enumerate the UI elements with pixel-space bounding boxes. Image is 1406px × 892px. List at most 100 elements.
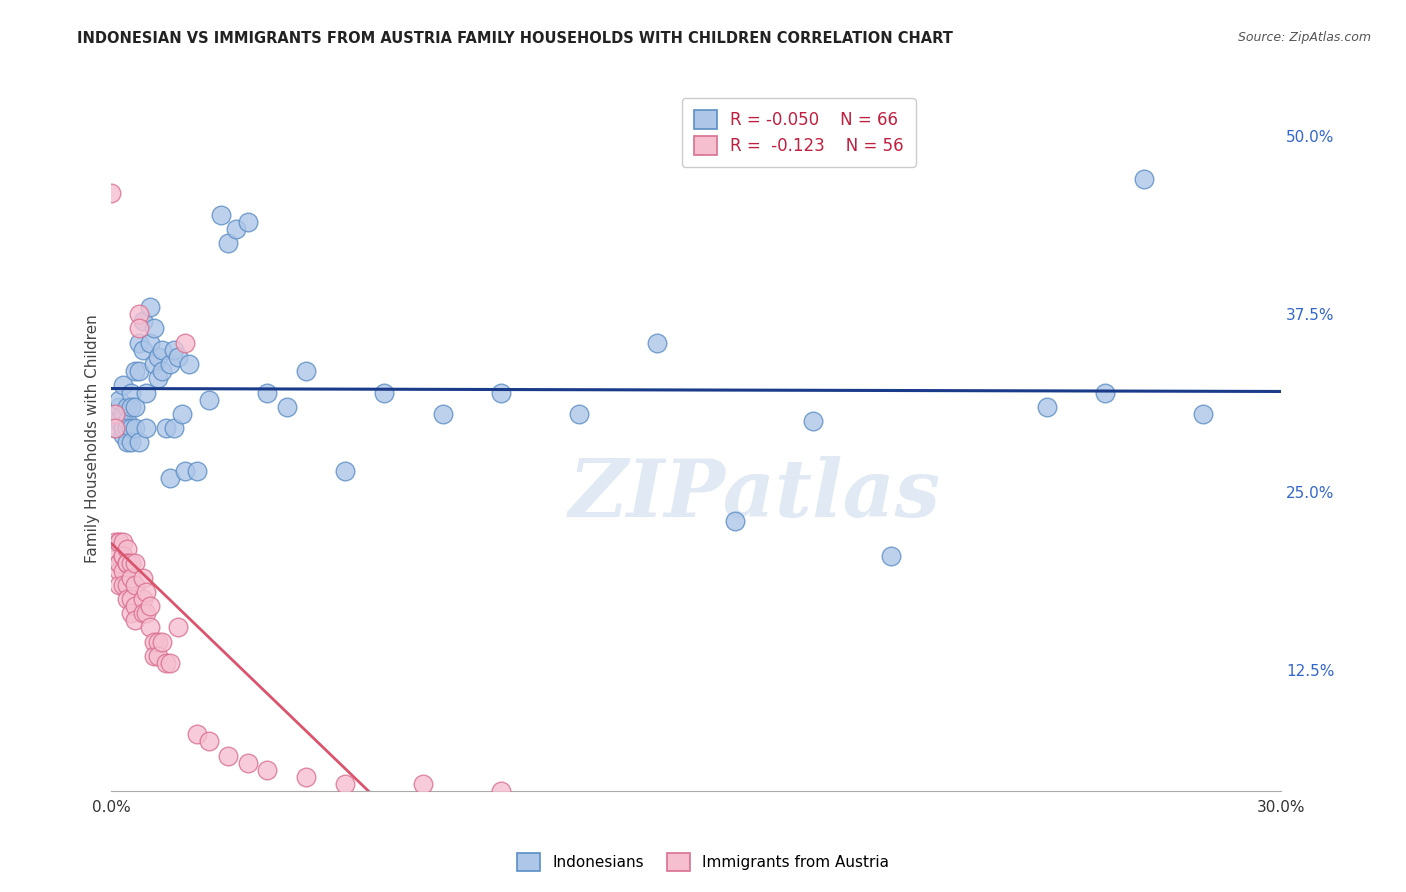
Point [295, 770, 318, 784]
Point [112, 378, 135, 392]
Point [124, 364, 146, 378]
Point [489, 784, 512, 798]
Point [148, 648, 170, 663]
Point [198, 734, 221, 748]
Point [295, 364, 318, 378]
Point [1036, 400, 1059, 414]
Point [128, 335, 150, 350]
Point [112, 549, 135, 564]
Point [373, 385, 395, 400]
Point [159, 471, 181, 485]
Point [170, 407, 193, 421]
Point [115, 557, 138, 571]
Point [135, 385, 157, 400]
Point [112, 549, 135, 564]
Point [120, 435, 142, 450]
Point [880, 549, 903, 564]
Point [120, 557, 142, 571]
Point [112, 407, 135, 421]
Legend: Indonesians, Immigrants from Austria: Indonesians, Immigrants from Austria [510, 847, 896, 877]
Point [120, 592, 142, 607]
Point [1191, 407, 1213, 421]
Point [108, 414, 131, 428]
Point [143, 648, 166, 663]
Point [124, 421, 146, 435]
Point [150, 364, 173, 378]
Point [135, 585, 157, 599]
Point [124, 400, 146, 414]
Text: ZIPatlas: ZIPatlas [568, 457, 941, 534]
Point [115, 557, 138, 571]
Point [131, 606, 153, 620]
Point [236, 214, 259, 228]
Point [159, 357, 181, 371]
Point [139, 335, 162, 350]
Point [104, 535, 127, 549]
Point [217, 235, 239, 250]
Point [209, 207, 232, 221]
Point [139, 300, 162, 314]
Point [186, 727, 208, 741]
Point [276, 400, 298, 414]
Point [256, 763, 278, 777]
Point [155, 656, 177, 670]
Point [108, 400, 131, 414]
Point [115, 542, 138, 557]
Point [128, 435, 150, 450]
Point [112, 578, 135, 592]
Point [135, 421, 157, 435]
Text: Source: ZipAtlas.com: Source: ZipAtlas.com [1237, 31, 1371, 45]
Point [108, 564, 131, 578]
Point [120, 400, 142, 414]
Point [100, 186, 122, 201]
Point [108, 557, 131, 571]
Point [108, 392, 131, 407]
Point [128, 364, 150, 378]
Point [179, 357, 201, 371]
Point [217, 748, 239, 763]
Point [104, 407, 127, 421]
Point [120, 385, 142, 400]
Point [128, 307, 150, 321]
Point [159, 656, 181, 670]
Point [131, 343, 153, 357]
Point [124, 613, 146, 627]
Point [104, 421, 127, 435]
Point [645, 335, 668, 350]
Point [163, 343, 186, 357]
Point [128, 321, 150, 335]
Point [163, 421, 186, 435]
Point [104, 407, 127, 421]
Point [139, 620, 162, 634]
Point [131, 314, 153, 328]
Point [104, 549, 127, 564]
Point [166, 620, 188, 634]
Text: INDONESIAN VS IMMIGRANTS FROM AUSTRIA FAMILY HOUSEHOLDS WITH CHILDREN CORRELATIO: INDONESIAN VS IMMIGRANTS FROM AUSTRIA FA… [77, 31, 953, 46]
Point [166, 350, 188, 364]
Point [155, 421, 177, 435]
Point [432, 407, 454, 421]
Point [489, 385, 512, 400]
Legend: R = -0.050    N = 66, R =  -0.123    N = 56: R = -0.050 N = 66, R = -0.123 N = 56 [682, 98, 915, 167]
Point [801, 414, 824, 428]
Point [108, 578, 131, 592]
Point [112, 421, 135, 435]
Point [256, 385, 278, 400]
Point [174, 464, 197, 478]
Point [143, 321, 166, 335]
Point [139, 599, 162, 613]
Y-axis label: Family Households with Children: Family Households with Children [86, 314, 100, 563]
Point [104, 421, 127, 435]
Point [131, 592, 153, 607]
Point [108, 535, 131, 549]
Point [131, 571, 153, 585]
Point [148, 371, 170, 385]
Point [186, 464, 208, 478]
Point [124, 578, 146, 592]
Point [135, 606, 157, 620]
Point [115, 421, 138, 435]
Point [143, 634, 166, 648]
Point [236, 756, 259, 770]
Point [120, 421, 142, 435]
Point [148, 350, 170, 364]
